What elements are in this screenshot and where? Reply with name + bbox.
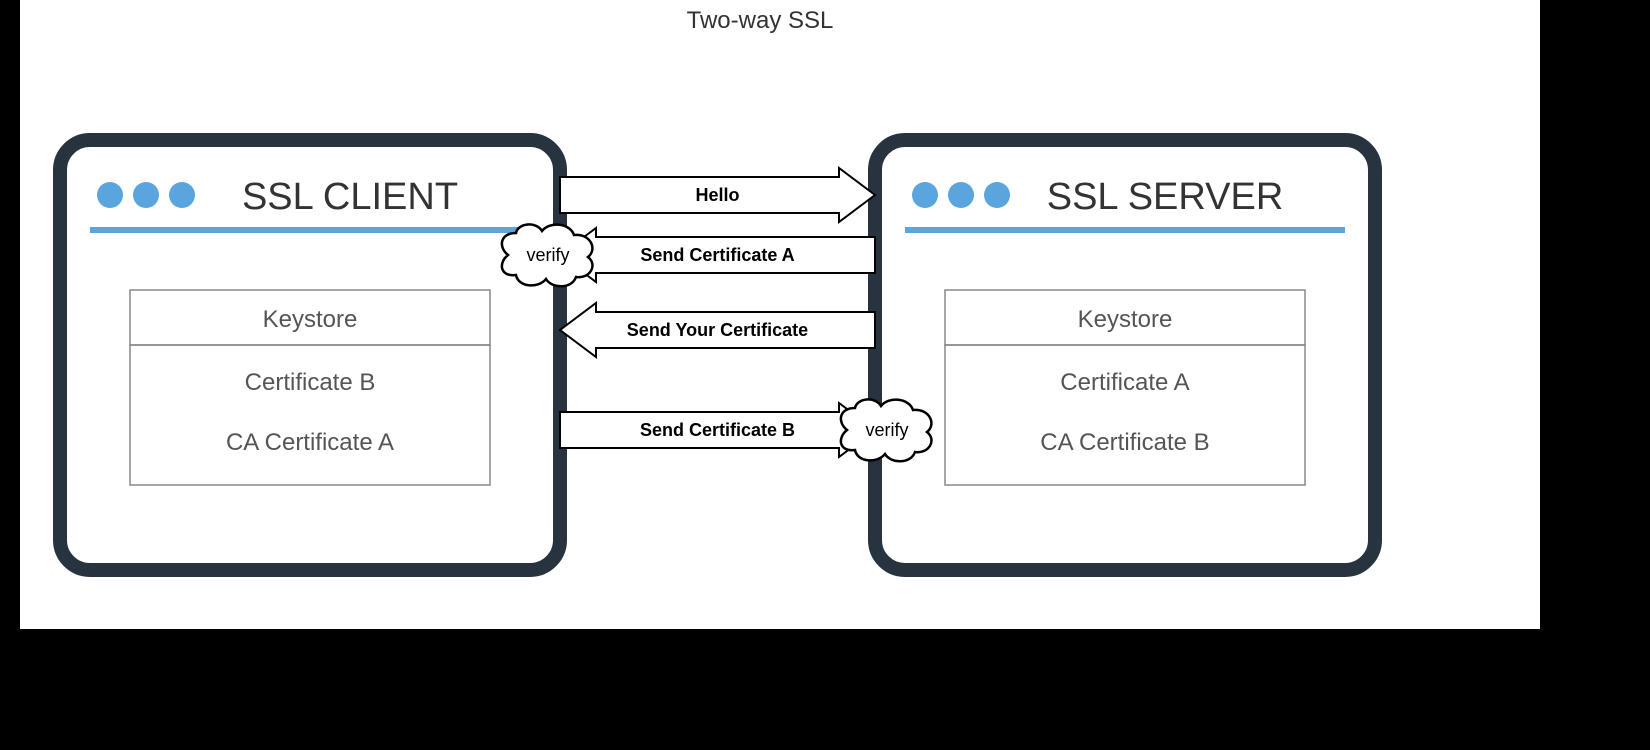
- arrow-1: Send Certificate A: [560, 228, 875, 282]
- cloud-1: verify: [502, 224, 593, 286]
- client-box-dot-2: [169, 182, 195, 208]
- server-box-keystore-row-1: CA Certificate B: [1040, 429, 1209, 456]
- arrow-0: Hello: [560, 168, 875, 222]
- arrow-3-label: Send Certificate B: [640, 420, 795, 440]
- client-box: SSL CLIENT Keystore Certificate B CA Certif…: [60, 140, 560, 570]
- arrow-2-label: Send Your Certificate: [627, 320, 808, 340]
- client-box-dot-1: [133, 182, 159, 208]
- client-box-title: SSL CLIENT: [242, 176, 458, 218]
- server-box-keystore-header: Keystore: [1078, 306, 1173, 333]
- arrow-1-label: Send Certificate A: [640, 245, 794, 265]
- server-box-dot-2: [984, 182, 1010, 208]
- server-box-keystore-row-0: Certificate A: [1060, 369, 1189, 396]
- cloud-1-label: verify: [526, 245, 569, 265]
- client-box-dot-0: [97, 182, 123, 208]
- arrow-3: Send Certificate B: [560, 403, 875, 457]
- diagram-title: Two-way SSL: [687, 7, 834, 34]
- cloud-3: verify: [841, 399, 932, 461]
- client-box-keystore-row-1: CA Certificate A: [226, 429, 394, 456]
- cloud-3-label: verify: [865, 420, 908, 440]
- server-box-dot-1: [948, 182, 974, 208]
- server-box-title: SSL SERVER: [1047, 176, 1284, 218]
- client-box-keystore-row-0: Certificate B: [245, 369, 376, 396]
- client-box-keystore-header: Keystore: [263, 306, 358, 333]
- server-box-dot-0: [912, 182, 938, 208]
- arrow-0-label: Hello: [695, 185, 739, 205]
- arrow-2: Send Your Certificate: [560, 303, 875, 357]
- server-box: SSL SERVER Keystore Certificate A CA Certif…: [875, 140, 1375, 570]
